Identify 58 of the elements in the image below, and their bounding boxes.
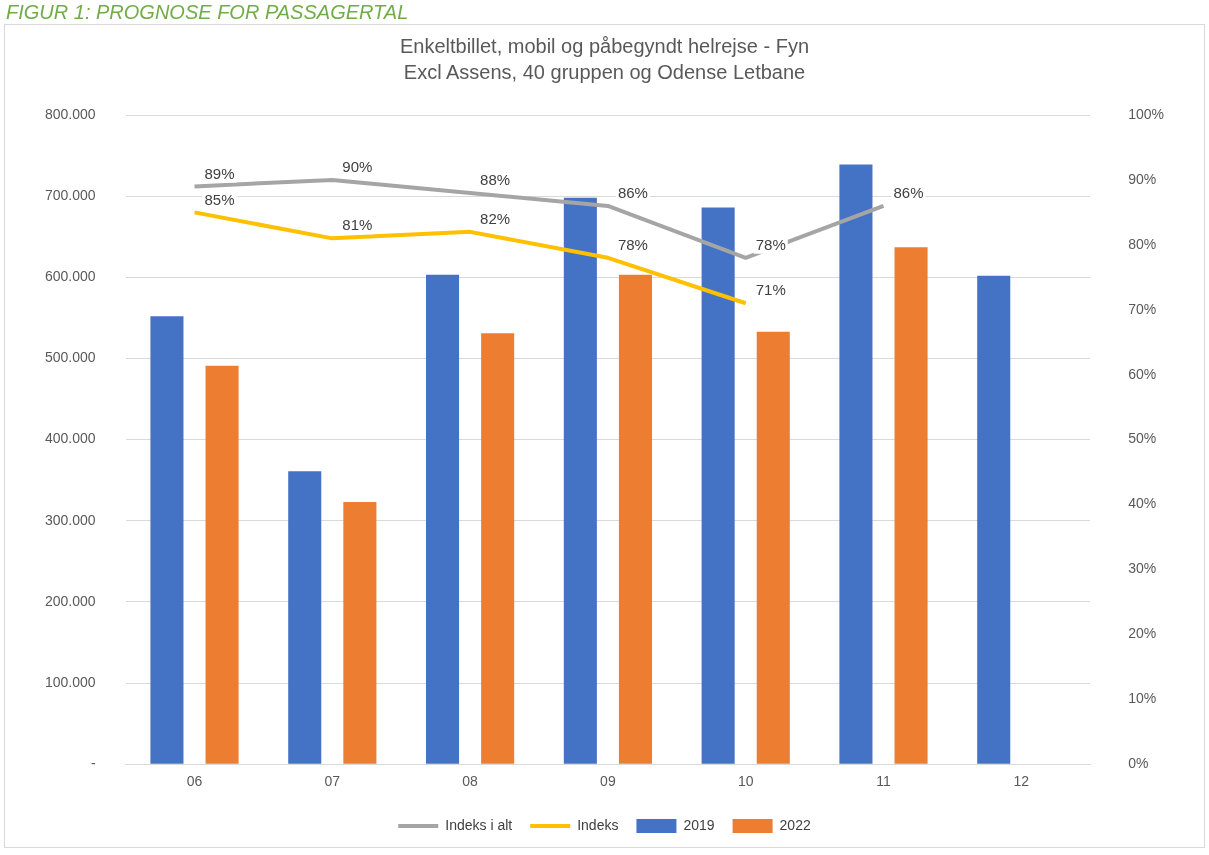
legend-label: Indeks i alt <box>445 816 513 833</box>
x-tick-label: 11 <box>876 773 891 790</box>
data-label: 82% <box>480 210 511 227</box>
chart-title: Enkeltbillet, mobil og påbegyndt helrejse - Fyn <box>399 34 810 57</box>
bar <box>701 207 735 764</box>
bar <box>977 275 1011 764</box>
chart-subtitle: Excl Assens, 40 gruppen og Odense Letbane <box>403 60 806 83</box>
y2-tick-label: 0% <box>1128 755 1149 772</box>
bar <box>563 197 597 764</box>
data-label: 88% <box>480 171 511 189</box>
y2-tick-label: 100% <box>1128 105 1165 122</box>
y2-tick-label: 90% <box>1128 170 1157 187</box>
text: FIGUR 1: PROGNOSE FOR PASSAGERTAL <box>5 0 410 24</box>
y-tick-label: 200.000 <box>45 592 96 609</box>
y2-tick-label: 60% <box>1128 365 1157 382</box>
data-label: 85% <box>204 190 235 208</box>
y-tick-label: 500.000 <box>45 349 96 366</box>
legend-label: 2022 <box>779 816 811 833</box>
bar <box>894 247 928 764</box>
y2-tick-label: 50% <box>1128 430 1157 447</box>
bar <box>481 333 515 764</box>
data-label: 89% <box>204 164 235 182</box>
y-tick-label: - <box>90 755 96 772</box>
y-tick-label: 400.000 <box>45 430 96 447</box>
y-tick-label: 300.000 <box>45 511 96 528</box>
data-label: 86% <box>617 184 648 202</box>
legend-label: Indeks <box>577 816 619 833</box>
data-label: 81% <box>342 216 373 234</box>
bar <box>288 471 322 764</box>
bar <box>205 365 239 764</box>
data-label: 86% <box>893 184 924 202</box>
bar <box>426 274 460 764</box>
legend-label: 2019 <box>683 816 715 833</box>
y2-tick-label: 40% <box>1128 495 1157 512</box>
y-tick-label: 800.000 <box>45 105 96 122</box>
bar <box>756 331 790 764</box>
x-tick-label: 08 <box>462 773 479 790</box>
x-tick-label: 10 <box>737 773 754 790</box>
y2-tick-label: 80% <box>1128 235 1157 252</box>
data-label: 90% <box>342 158 373 176</box>
x-tick-label: 06 <box>186 773 203 790</box>
y-tick-label: 100.000 <box>45 673 96 690</box>
bar <box>343 502 377 764</box>
data-label: 71% <box>755 281 786 299</box>
y2-tick-label: 70% <box>1128 300 1157 317</box>
y2-tick-label: 30% <box>1128 560 1157 577</box>
y2-tick-label: 10% <box>1128 690 1157 707</box>
data-label: 78% <box>617 235 648 253</box>
y2-tick-label: 20% <box>1128 625 1157 642</box>
x-tick-label: 12 <box>1013 773 1030 790</box>
x-tick-label: 07 <box>324 773 341 790</box>
x-tick-label: 09 <box>600 773 616 790</box>
y-tick-label: 700.000 <box>45 187 96 204</box>
bar <box>618 274 652 764</box>
bar <box>839 164 873 764</box>
y-tick-label: 600.000 <box>45 268 96 285</box>
bar <box>150 316 184 764</box>
data-label: 78% <box>755 235 786 253</box>
